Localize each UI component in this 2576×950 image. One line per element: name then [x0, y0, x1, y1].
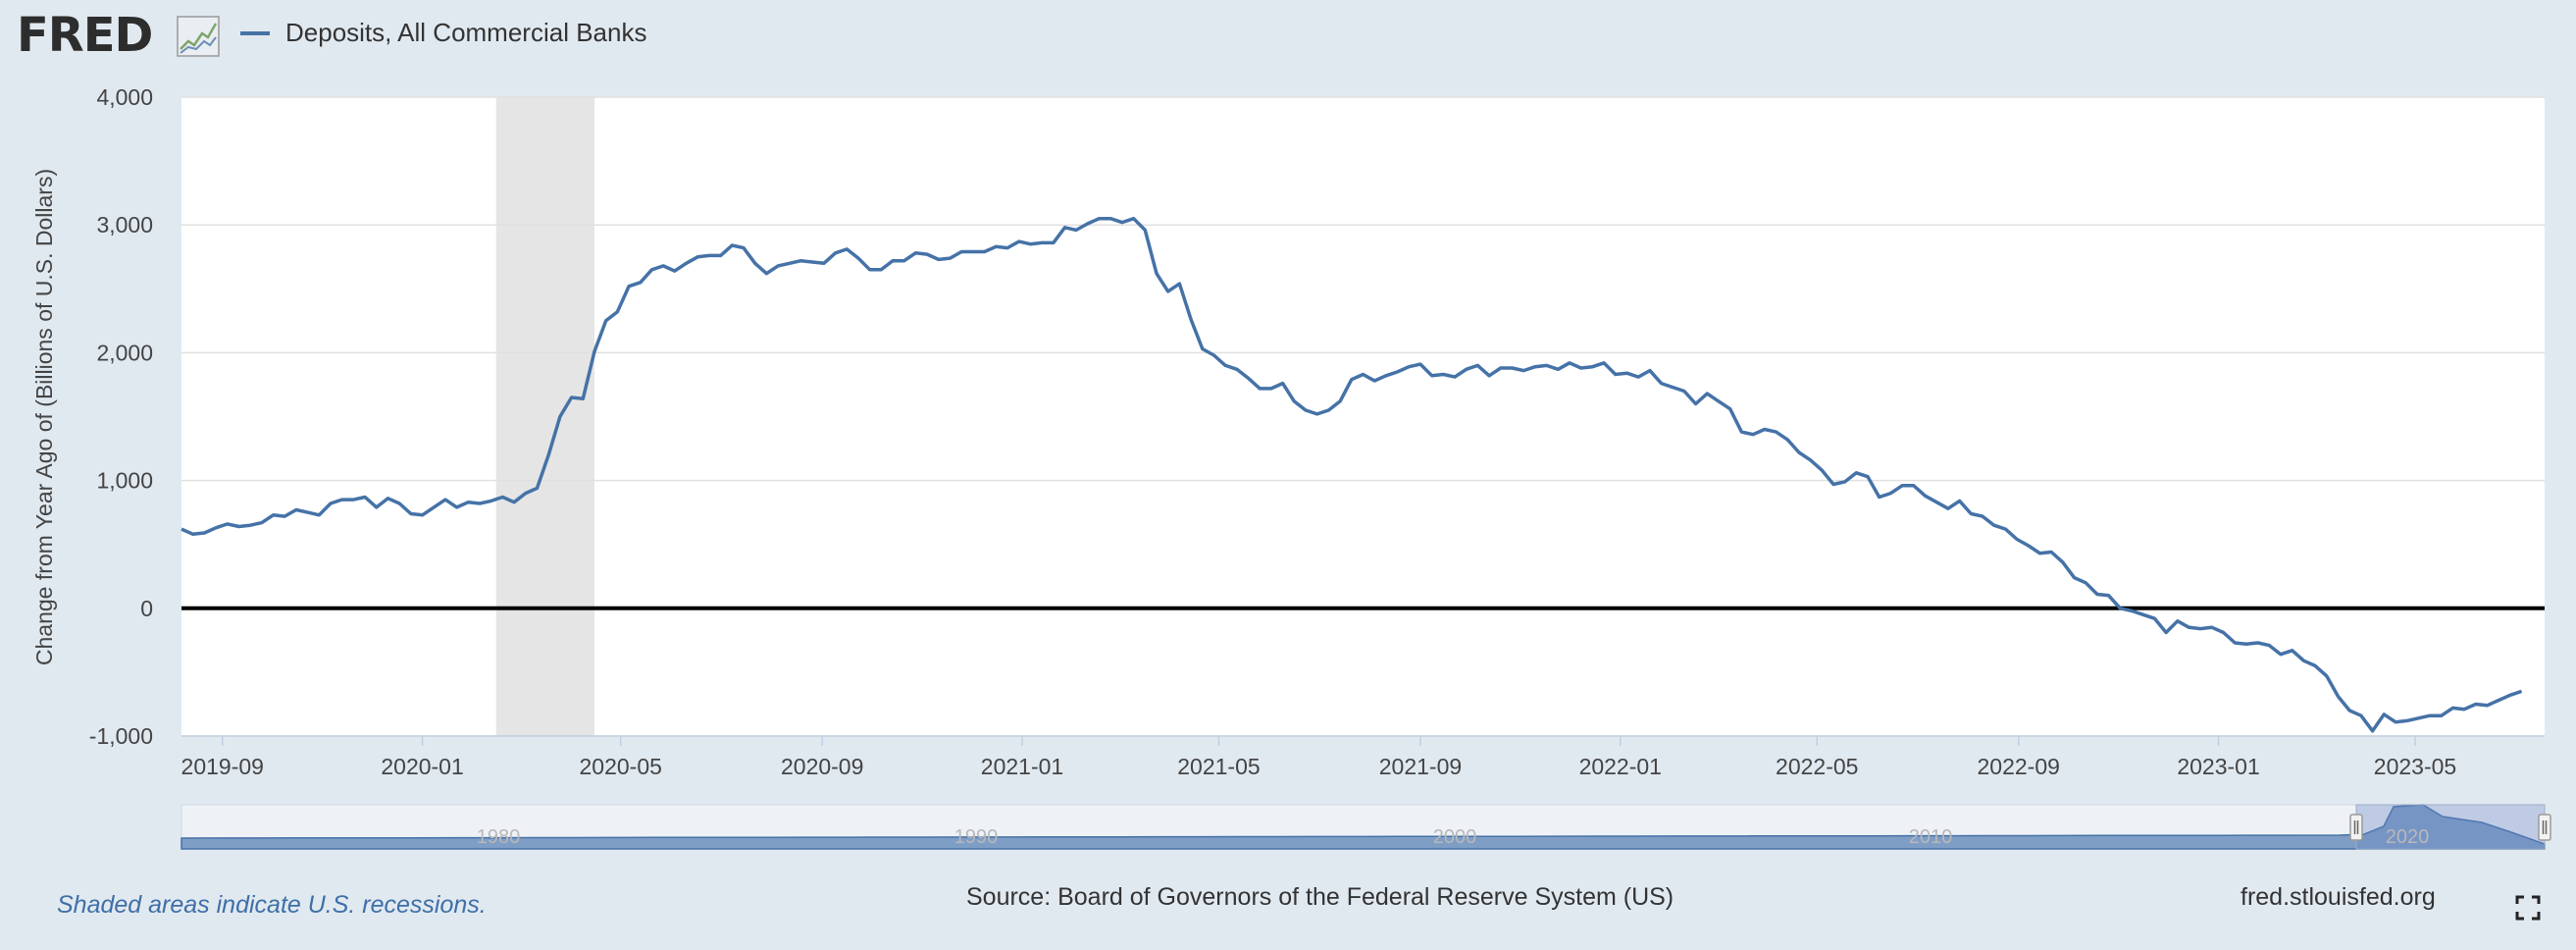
line-chart: 4,000 3,000 2,000 1,000 0 -1,000 2019-09 2020-0…	[31, 84, 2551, 850]
y-tick-label: 3,000	[96, 212, 153, 238]
fullscreen-icon[interactable]	[2515, 895, 2541, 921]
x-tick-label: 2020-01	[381, 754, 463, 779]
x-tick-label: 2021-01	[981, 754, 1063, 779]
y-axis-label: Change from Year Ago of (Billions of U.S…	[31, 169, 57, 665]
navigator-year-label: 2000	[1433, 826, 1477, 848]
recession-note: Shaded areas indicate U.S. recessions.	[57, 891, 487, 919]
legend-series-line	[240, 30, 270, 35]
navigator-handle[interactable]	[2538, 814, 2551, 841]
legend: Deposits, All Commercial Banks	[240, 18, 646, 48]
fred-logo[interactable]: FRED	[17, 8, 153, 63]
x-tick-label: 2021-09	[1379, 754, 1462, 779]
x-tick-label: 2022-01	[1579, 754, 1662, 779]
x-tick-label: 2020-09	[781, 754, 863, 779]
navigator-series	[180, 804, 2546, 850]
navigator[interactable]: 1980 1990 2000 2010 2020	[180, 804, 2551, 850]
x-tick-label: 2022-09	[1978, 754, 2060, 779]
recession-shade	[495, 97, 594, 736]
source-text: Source: Board of Governors of the Federa…	[966, 883, 1674, 911]
y-tick-label: 1,000	[96, 468, 153, 494]
chart-badge-icon	[177, 16, 220, 57]
navigator-year-label: 2010	[1909, 826, 1953, 848]
navigator-year-label: 2020	[2386, 826, 2430, 848]
source-url[interactable]: fred.stlouisfed.org	[2241, 883, 2436, 911]
header: FRED Deposits, All Commercial Banks	[0, 0, 2576, 79]
x-tick-label: 2021-05	[1177, 754, 1260, 779]
legend-label: Deposits, All Commercial Banks	[285, 18, 647, 47]
x-tick-label: 2023-01	[2177, 754, 2259, 779]
y-tick-label: -1,000	[89, 723, 153, 749]
x-tick-label: 2023-05	[2374, 754, 2456, 779]
navigator-handle[interactable]	[2349, 814, 2363, 841]
x-tick-label: 2020-05	[580, 754, 662, 779]
y-tick-label: 2,000	[96, 340, 153, 365]
x-tick-label: 2019-09	[181, 754, 264, 779]
navigator-year-label: 1990	[954, 826, 999, 848]
y-tick-label: 4,000	[96, 84, 153, 110]
y-tick-label: 0	[140, 596, 153, 621]
x-tick-label: 2022-05	[1776, 754, 1858, 779]
navigator-year-label: 1980	[477, 826, 521, 848]
